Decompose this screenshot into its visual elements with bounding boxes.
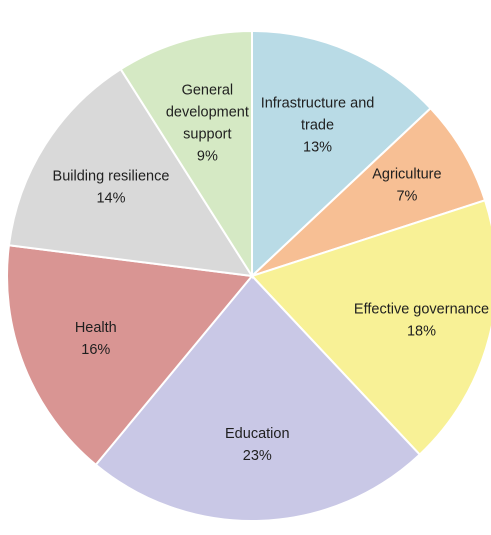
- slice-name-label: General: [182, 82, 234, 98]
- slice-percent-label: 23%: [243, 448, 272, 464]
- slice-name-label: Education: [225, 426, 290, 442]
- slice-name-label: Agriculture: [372, 166, 441, 182]
- pie-slice: [94, 274, 422, 522]
- slice-name-label: Health: [75, 320, 117, 336]
- slice-percent-label: 13%: [303, 140, 332, 156]
- pie-slice: [119, 29, 253, 280]
- slice-percent-label: 18%: [407, 324, 436, 340]
- slice-label: Effective governance 18%: [354, 302, 489, 340]
- slice-name-label: Effective governance: [354, 302, 489, 318]
- slice-percent-label: 14%: [96, 191, 125, 207]
- slice-name-label: Building resilience: [53, 169, 170, 185]
- pie-slice: [6, 244, 254, 467]
- slice-label: General development support 9%: [166, 82, 249, 164]
- slice-percent-label: 9%: [197, 148, 218, 164]
- slice-name-label: Infrastructure and: [261, 96, 375, 112]
- pie-slice: [250, 199, 491, 457]
- pie-slice: [7, 67, 254, 278]
- slice-label: Agriculture 7%: [372, 166, 441, 204]
- slice-label: Infrastructure and trade 13%: [261, 96, 375, 156]
- slice-name-label: development: [166, 104, 249, 120]
- slice-percent-label: 7%: [396, 188, 417, 204]
- slice-label: Building resilience 14%: [53, 169, 170, 207]
- slice-label: Health 16%: [75, 320, 117, 358]
- slice-label: Education 23%: [225, 426, 290, 464]
- slice-name-label: support: [183, 126, 231, 142]
- slice-name-label: trade: [301, 118, 334, 134]
- pie-slice: [251, 29, 433, 279]
- slice-percent-label: 16%: [81, 342, 110, 358]
- pie-slice: [251, 106, 487, 277]
